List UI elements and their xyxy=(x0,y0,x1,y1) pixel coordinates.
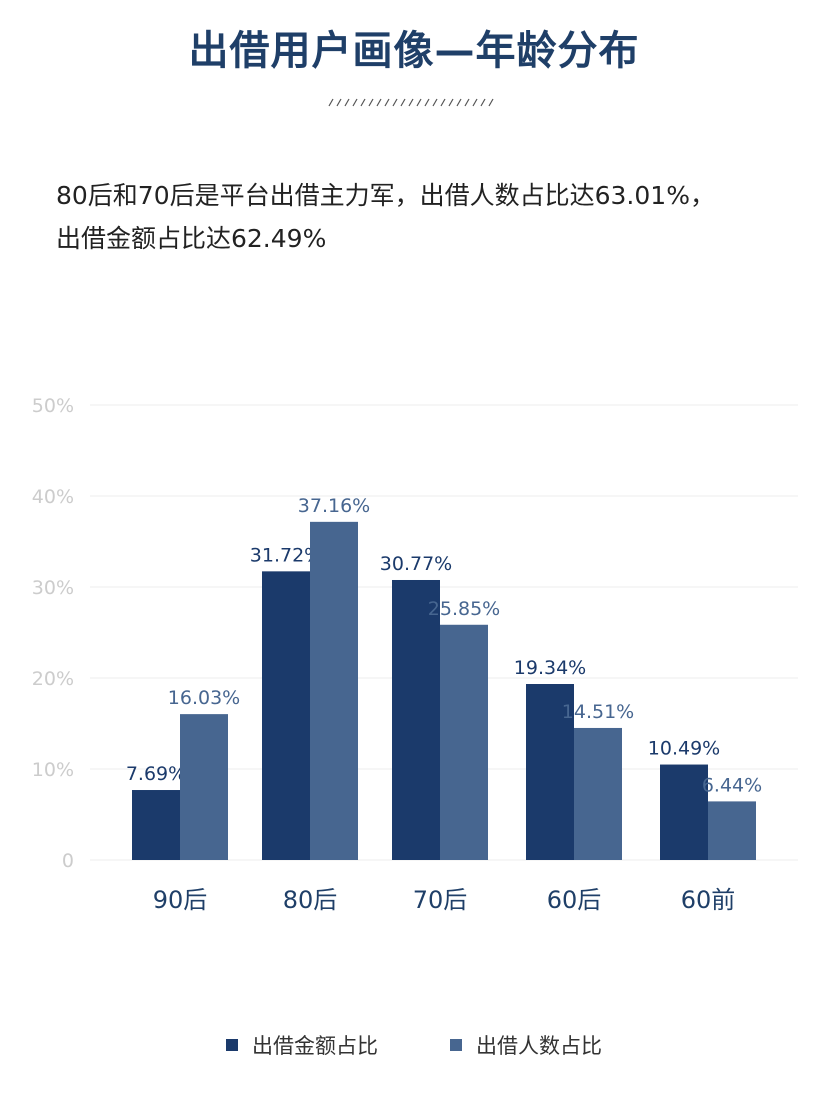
y-tick-label: 30% xyxy=(32,577,74,599)
summary-text: 80后和70后是平台出借主力军，出借人数占比达63.01%， 出借金额占比达62… xyxy=(56,174,816,260)
data-label: 10.49% xyxy=(648,738,720,760)
bar xyxy=(132,790,180,860)
y-tick-label: 10% xyxy=(32,759,74,781)
page-title: 出借用户画像—年龄分布 xyxy=(188,28,640,74)
data-label: 19.34% xyxy=(514,657,586,679)
bar xyxy=(392,579,440,860)
y-tick-label: 20% xyxy=(32,668,74,690)
bar xyxy=(708,801,756,860)
legend-swatch-count xyxy=(450,1039,462,1051)
legend-label-amount: 出借金额占比 xyxy=(252,1034,378,1058)
data-label: 37.16% xyxy=(298,495,370,517)
data-label: 6.44% xyxy=(702,774,762,796)
bar xyxy=(440,624,488,860)
data-label: 25.85% xyxy=(428,598,500,620)
legend-swatch-amount xyxy=(226,1039,238,1051)
x-tick-label: 70后 xyxy=(413,886,468,914)
summary-line-1: 80后和70后是平台出借主力军，出借人数占比达63.01%， xyxy=(56,181,715,210)
legend-label-count: 出借人数占比 xyxy=(476,1034,602,1058)
x-tick-label: 80后 xyxy=(283,886,338,914)
data-label: 30.77% xyxy=(380,553,452,575)
x-tick-label: 60前 xyxy=(681,886,736,914)
y-tick-label: 40% xyxy=(32,486,74,508)
summary-line-2: 出借金额占比达62.49% xyxy=(56,224,327,253)
data-label: 14.51% xyxy=(562,701,634,723)
data-label: 7.69% xyxy=(126,763,186,785)
title-divider xyxy=(328,98,494,107)
x-tick-label: 90后 xyxy=(153,886,208,914)
bar xyxy=(180,714,228,860)
bar xyxy=(262,571,310,860)
bar xyxy=(310,521,358,860)
legend-item-amount: 出借金额占比 xyxy=(226,1030,378,1060)
bar xyxy=(574,727,622,860)
chart-legend: 出借金额占比 出借人数占比 xyxy=(0,1030,828,1060)
x-tick-label: 60后 xyxy=(547,886,602,914)
y-tick-label: 50% xyxy=(32,395,74,417)
y-tick-label: 0 xyxy=(62,850,74,872)
bar xyxy=(526,684,574,860)
bar xyxy=(660,764,708,860)
data-label: 16.03% xyxy=(168,687,240,709)
bar-chart: 0 10% 20% 30% 40% 50% 7.69% 16.03% 90后 31.72% 37.1… xyxy=(32,395,798,914)
legend-item-count: 出借人数占比 xyxy=(450,1030,602,1060)
data-label: 31.72% xyxy=(250,544,322,566)
